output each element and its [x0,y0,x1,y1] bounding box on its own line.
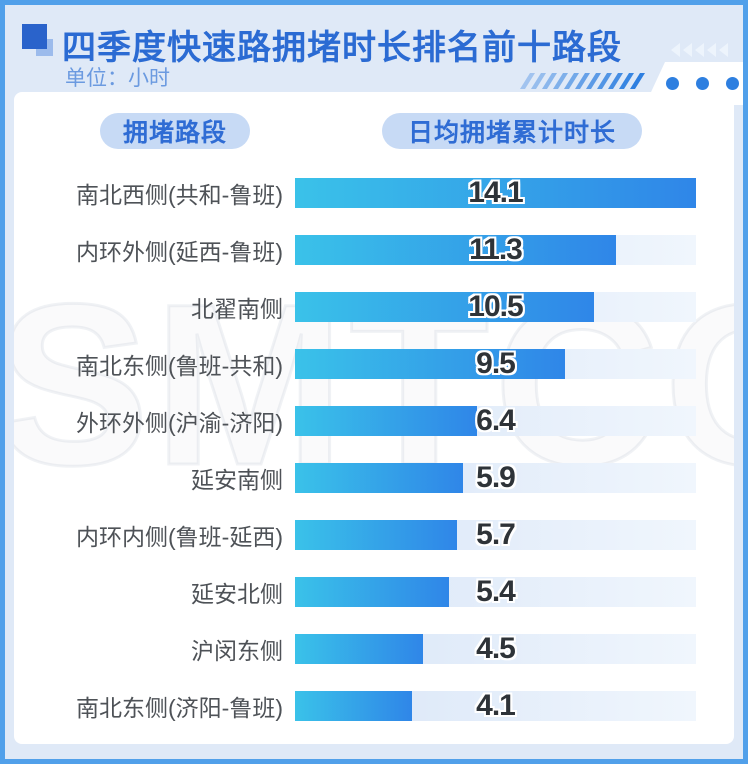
bar-track: 4.1 [295,691,696,721]
bar-fill [295,406,477,436]
bar-label: 外环外侧(沪渝-济阳) [76,410,283,436]
table-row: 南北西侧(共和-鲁班) 14.1 [14,178,734,208]
bar-fill [295,349,566,379]
table-row: 内环外侧(延西-鲁班) 11.3 [14,235,734,265]
bar-track: 11.3 [295,235,696,265]
bar-track: 14.1 [295,178,696,208]
bar-value: 9.5 [476,347,516,380]
bar-track: 6.4 [295,406,696,436]
bar-value: 4.1 [476,689,516,722]
bar-chart: 南北西侧(共和-鲁班) 14.1 内环外侧(延西-鲁班) 11.3 北翟南侧 1… [14,178,734,744]
bar-fill [295,235,617,265]
table-row: 北翟南侧 10.5 [14,292,734,322]
page-title: 四季度快速路拥堵时长排名前十路段 [62,29,622,67]
diagonal-stripes-icon [520,73,645,89]
bar-fill [295,463,463,493]
table-row: 沪闵东侧 4.5 [14,634,734,664]
bar-label: 内环内侧(鲁班-延西) [76,524,283,550]
bar-value: 10.5 [468,290,523,323]
table-row: 南北东侧(鲁班-共和) 9.5 [14,349,734,379]
bar-track: 4.5 [295,634,696,664]
bar-value: 5.4 [476,575,516,608]
table-row: 外环外侧(沪渝-济阳) 6.4 [14,406,734,436]
bar-fill [295,520,458,550]
bar-fill [295,691,412,721]
table-row: 延安南侧 5.9 [14,463,734,493]
bar-value: 14.1 [468,176,523,209]
bar-fill [295,292,594,322]
bar-value: 11.3 [469,233,523,266]
chevrons-decoration-icon [671,43,728,57]
bar-value: 5.7 [476,518,516,551]
bar-label: 延安南侧 [191,467,283,493]
bar-fill [295,577,449,607]
bar-label: 延安北侧 [191,581,283,607]
table-row: 延安北侧 5.4 [14,577,734,607]
bar-label: 沪闵东侧 [191,638,283,664]
bar-track: 5.9 [295,463,696,493]
bar-track: 5.7 [295,520,696,550]
bar-fill [295,634,423,664]
bar-value: 5.9 [476,461,516,494]
column-header-duration: 日均拥堵累计时长 [382,113,642,149]
bar-track: 5.4 [295,577,696,607]
title-squares-icon [22,24,66,64]
bar-label: 南北东侧(济阳-鲁班) [76,695,283,721]
bar-value: 6.4 [476,404,516,437]
bar-track: 9.5 [295,349,696,379]
table-row: 内环内侧(鲁班-延西) 5.7 [14,520,734,550]
bar-label: 北翟南侧 [191,296,283,322]
dark-square-icon [22,24,47,49]
chart-card: SMTCC 拥堵路段 日均拥堵累计时长 南北西侧(共和-鲁班) 14.1 内环外… [14,92,734,744]
table-row: 南北东侧(济阳-鲁班) 4.1 [14,691,734,721]
bar-track: 10.5 [295,292,696,322]
bar-fill [295,178,696,208]
unit-label: 单位：小时 [65,67,170,90]
bar-value: 4.5 [476,632,516,665]
bar-label: 南北西侧(共和-鲁班) [76,182,283,208]
column-header-road: 拥堵路段 [100,113,250,149]
bar-label: 内环外侧(延西-鲁班) [76,239,283,265]
bar-label: 南北东侧(鲁班-共和) [76,353,283,379]
